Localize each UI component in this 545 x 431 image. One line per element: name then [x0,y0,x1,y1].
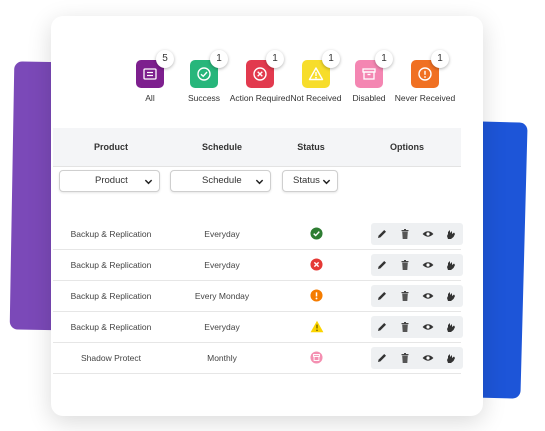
status-filter-value: Status [293,175,320,186]
edit-button[interactable] [371,285,393,307]
status-filter-select[interactable]: Status [282,170,338,192]
stat-not-received-count: 1 [322,50,340,68]
delete-forever-button[interactable] [440,285,462,307]
dashboard-card: 5 All 1 Success 1 Action Required 1 [51,16,483,416]
x-circle-icon [253,67,267,81]
product-cell: Backup & Replication [70,322,152,332]
row-options [371,347,463,369]
stat-all-label: All [145,93,155,103]
view-button[interactable] [417,223,439,245]
view-button[interactable] [417,285,439,307]
delete-forever-button[interactable] [440,316,462,338]
product-cell: Backup & Replication [70,229,152,239]
stat-never-received-label: Never Received [394,93,456,103]
table-row: Shadow Protect Monthly [53,343,463,374]
schedule-cell: Everyday [204,229,240,239]
stat-not-received-tile: 1 [302,50,340,88]
check-circle-icon [197,67,211,81]
delete-forever-button[interactable] [440,254,462,276]
status-summary: 5 All 1 Success 1 Action Required 1 [51,50,483,130]
table-header: Product Schedule Status Options [53,128,461,167]
view-button[interactable] [417,347,439,369]
table-row: Backup & Replication Everyday [53,250,463,281]
view-button[interactable] [417,254,439,276]
schedule-cell: Monthly [207,353,237,363]
column-header-schedule: Schedule [201,142,242,152]
chevron-down-icon [255,179,264,185]
check-circle-icon [310,227,323,240]
edit-button[interactable] [371,254,393,276]
edit-button[interactable] [371,347,393,369]
stat-action-required-tile: 1 [246,50,284,88]
warning-icon [310,320,324,333]
archive-icon [310,351,323,364]
stat-action-required[interactable]: 1 Action Required [220,50,300,103]
stat-never-received[interactable]: 1 Never Received [385,50,465,103]
schedule-cell: Everyday [204,322,240,332]
schedule-cell: Every Monday [194,291,250,301]
column-header-options: Options [390,142,424,152]
stat-success-tile: 1 [190,50,228,88]
row-options [371,223,463,245]
x-circle-icon [310,258,323,271]
delete-button[interactable] [394,223,416,245]
stat-never-received-count: 1 [431,50,449,68]
view-button[interactable] [417,316,439,338]
table-row: Backup & Replication Every Monday [53,281,463,312]
product-cell: Backup & Replication [70,260,152,270]
stat-not-received-label: Not Received [290,93,342,103]
delete-forever-button[interactable] [440,347,462,369]
row-options [371,254,463,276]
stat-success-label: Success [187,93,221,103]
table-row: Backup & Replication Everyday [53,312,463,343]
product-filter-select[interactable]: Product [59,170,160,192]
chevron-down-icon [144,179,153,185]
table-row: Backup & Replication Everyday [53,219,463,250]
stat-disabled[interactable]: 1 Disabled [329,50,409,103]
schedule-filter-value: Schedule [202,175,242,186]
archive-icon [362,68,376,80]
row-options [371,285,463,307]
exclamation-circle-icon [310,289,323,302]
stat-success[interactable]: 1 Success [164,50,244,103]
delete-button[interactable] [394,285,416,307]
table-body: Backup & Replication Everyday Backup & Rep… [53,219,463,374]
edit-button[interactable] [371,316,393,338]
column-header-product: Product [93,142,128,152]
delete-forever-button[interactable] [440,223,462,245]
chevron-down-icon [322,179,331,185]
exclamation-circle-icon [418,67,432,81]
schedule-filter-select[interactable]: Schedule [170,170,271,192]
product-cell: Shadow Protect [80,353,141,363]
delete-button[interactable] [394,254,416,276]
stat-never-received-tile: 1 [411,50,449,88]
row-options [371,316,463,338]
list-icon [143,68,157,80]
stat-disabled-label: Disabled [352,93,386,103]
stat-all-count: 5 [156,50,174,68]
stat-not-received[interactable]: 1 Not Received [276,50,356,103]
product-filter-value: Product [95,175,128,186]
edit-button[interactable] [371,223,393,245]
stat-disabled-count: 1 [375,50,393,68]
schedule-cell: Everyday [204,260,240,270]
stat-disabled-tile: 1 [355,50,393,88]
stat-all[interactable]: 5 All [110,50,190,103]
delete-button[interactable] [394,316,416,338]
column-header-status: Status [297,142,325,152]
stat-action-required-count: 1 [266,50,284,68]
stat-all-tile: 5 [136,50,174,88]
stat-action-required-label: Action Required [229,93,291,103]
delete-button[interactable] [394,347,416,369]
product-cell: Backup & Replication [70,291,152,301]
stat-success-count: 1 [210,50,228,68]
warning-icon [308,67,324,81]
